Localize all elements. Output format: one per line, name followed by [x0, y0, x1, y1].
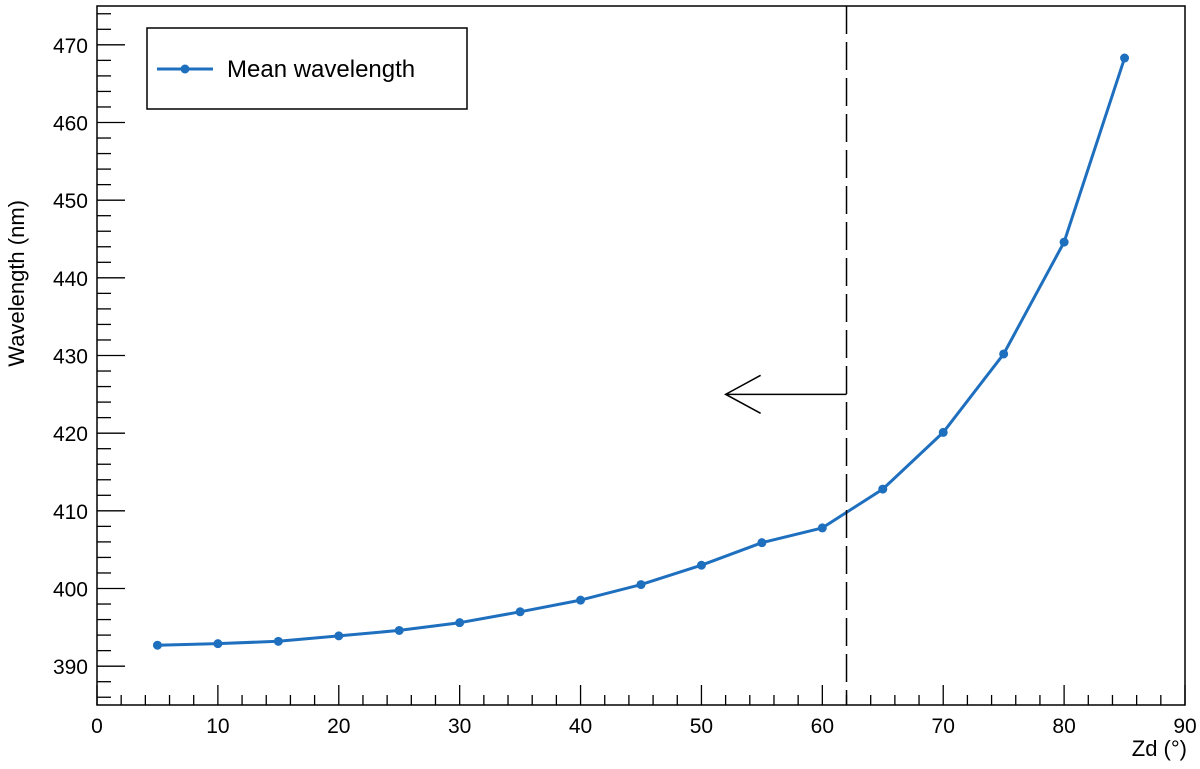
y-tick-label: 460: [53, 113, 88, 136]
plot-frame: [96, 5, 1186, 706]
y-tick-label: 430: [53, 346, 88, 369]
data-point: [1120, 53, 1130, 63]
data-point: [938, 427, 948, 437]
x-axis-title: Zd (°): [1132, 736, 1187, 761]
y-tick-label: 420: [53, 423, 88, 446]
legend-series-marker: [180, 64, 190, 74]
x-tick-label: 60: [811, 715, 834, 738]
x-tick-label: 90: [1173, 715, 1196, 738]
y-tick-label: 450: [53, 190, 88, 213]
arrow-left-icon: [724, 374, 761, 414]
x-tick-label: 40: [569, 715, 592, 738]
data-point: [878, 484, 888, 494]
series-layer: [152, 53, 1130, 650]
y-tick-label: 390: [53, 656, 88, 679]
data-point: [455, 618, 465, 628]
x-tick-label: 30: [448, 715, 471, 738]
y-axis-ticks: 390 400 410 420 430 440 450 460 470: [53, 13, 125, 698]
legend: Mean wavelength: [146, 27, 468, 110]
x-tick-label: 0: [91, 715, 103, 738]
data-point: [334, 631, 344, 641]
data-point: [273, 636, 283, 646]
data-point: [515, 607, 525, 617]
y-tick-label: 400: [53, 579, 88, 602]
data-point: [817, 523, 827, 533]
series-line: [157, 57, 1127, 647]
data-point: [152, 640, 162, 650]
y-tick-label: 470: [53, 35, 88, 58]
data-point: [213, 639, 223, 649]
x-axis-ticks: 0 10 20 30 40 50 60 70 80 90: [91, 685, 1197, 738]
data-point: [696, 560, 706, 570]
y-axis-title: Wavelength (nm): [4, 200, 29, 367]
data-point: [576, 595, 586, 605]
data-point: [757, 538, 767, 548]
data-point: [1059, 237, 1069, 247]
annotation-layer: [724, 6, 848, 705]
x-tick-label: 80: [1052, 715, 1075, 738]
y-tick-label: 410: [53, 501, 88, 524]
legend-series-label: Mean wavelength: [227, 56, 415, 83]
x-tick-label: 70: [932, 715, 955, 738]
x-tick-label: 10: [206, 715, 229, 738]
x-tick-label: 20: [327, 715, 350, 738]
data-point: [394, 625, 404, 635]
x-tick-label: 50: [690, 715, 713, 738]
data-point: [999, 349, 1009, 359]
y-tick-label: 440: [53, 268, 88, 291]
data-point: [636, 580, 646, 590]
